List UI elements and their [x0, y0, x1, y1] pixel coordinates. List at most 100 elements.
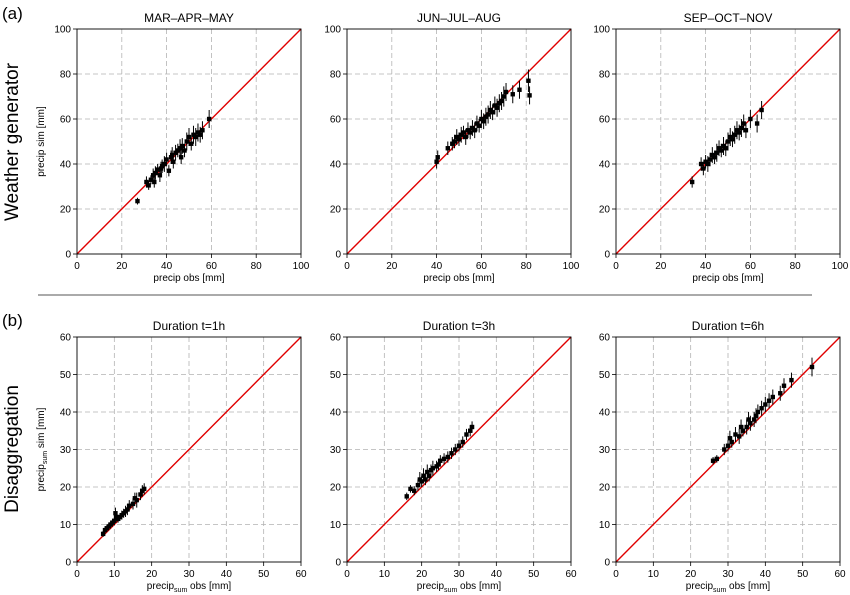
x-tick-label: 50 [258, 569, 270, 580]
data-point [178, 155, 184, 160]
data-point [503, 89, 509, 95]
data-point [146, 183, 151, 188]
data-point [703, 159, 708, 164]
y-tick-label: 30 [330, 445, 342, 456]
data-point [404, 494, 409, 499]
data-point [705, 161, 711, 167]
y-tick-label: 20 [60, 205, 72, 216]
data-point [743, 128, 749, 133]
data-point [778, 391, 783, 396]
data-point [497, 101, 502, 106]
data-point [135, 198, 140, 204]
data-point [166, 168, 172, 173]
data-point [714, 456, 719, 462]
y-tick-label: 30 [599, 445, 611, 456]
y-tick-label: 0 [335, 250, 341, 261]
data-point [734, 128, 740, 133]
data-point [710, 458, 716, 463]
data-point [159, 164, 165, 169]
data-point [748, 421, 753, 426]
y-axis-label: precipsum sim [mm] [36, 407, 49, 491]
x-tick-label: 100 [293, 261, 310, 272]
data-point [725, 139, 731, 144]
data-point [754, 121, 760, 126]
x-tick-label: 40 [161, 261, 173, 272]
data-point [113, 511, 118, 516]
data-point [454, 134, 459, 140]
data-point [476, 123, 482, 128]
data-point [741, 121, 746, 126]
data-point [170, 152, 175, 158]
data-point [727, 436, 733, 441]
x-tick-label: 0 [74, 261, 80, 272]
chart-title: Duration t=6h [692, 319, 764, 333]
chart-panel-6: 0 10 20 30 40 50 60 0 10 20 30 40 50 60 Duration t=6h p… [599, 319, 846, 594]
data-point [182, 148, 187, 153]
data-point [490, 110, 495, 115]
data-point [712, 155, 717, 160]
data-point [474, 121, 480, 126]
data-point [483, 114, 489, 119]
y-tick-label: 0 [604, 558, 610, 569]
y-tick-label: 50 [60, 370, 72, 381]
plot-frame [615, 28, 841, 255]
data-point [456, 137, 462, 142]
x-axis-label: precip obs [mm] [692, 273, 763, 284]
x-tick-label: 0 [74, 569, 80, 580]
chart-title: MAR–APR–MAY [144, 11, 234, 25]
x-tick-label: 100 [832, 261, 849, 272]
y-tick-label: 80 [599, 70, 611, 81]
data-point [499, 98, 504, 104]
data-point [729, 439, 734, 445]
data-point [415, 482, 421, 488]
data-point [171, 159, 176, 164]
data-point [481, 119, 486, 124]
y-tick-label: 20 [330, 205, 342, 216]
x-axis-label: precipsum obs [mm] [147, 581, 232, 594]
y-tick-label: 40 [599, 408, 611, 419]
data-point [746, 417, 751, 422]
x-tick-label: 20 [416, 569, 428, 580]
y-tick-label: 80 [330, 70, 342, 81]
data-point [421, 473, 426, 478]
data-point [423, 477, 428, 482]
data-point [733, 432, 738, 437]
data-point [438, 458, 443, 463]
x-tick-label: 60 [565, 569, 577, 580]
x-tick-label: 20 [685, 569, 697, 580]
data-point [710, 152, 715, 158]
y-tick-label: 20 [60, 483, 72, 494]
data-point [148, 177, 154, 182]
data-point [125, 507, 130, 512]
data-point [158, 166, 164, 171]
data-point [479, 116, 484, 122]
data-point [766, 398, 772, 403]
plot-frame [346, 28, 572, 255]
chart-panel-3: 0 20 40 60 80 100 0 20 40 60 80 100 SEP–OCT–NOV preci… [593, 11, 848, 284]
data-point [459, 132, 464, 137]
data-point [751, 417, 757, 422]
y-axis-label: precip sim [mm] [36, 106, 47, 177]
data-point [526, 78, 531, 83]
data-point [753, 413, 759, 418]
x-axis-label: precipsum obs [mm] [686, 581, 771, 594]
data-point [153, 170, 158, 176]
data-point [763, 402, 768, 407]
x-tick-label: 40 [760, 569, 772, 580]
x-tick-label: 10 [379, 569, 391, 580]
y-tick-label: 40 [330, 408, 342, 419]
x-axis-label: precipsum obs [mm] [417, 581, 502, 594]
data-point [728, 134, 733, 140]
x-tick-label: 80 [521, 261, 533, 272]
data-point [426, 473, 432, 478]
data-point [755, 409, 761, 415]
x-tick-label: 60 [745, 261, 757, 272]
x-tick-label: 0 [344, 261, 350, 272]
data-point [472, 128, 477, 133]
data-point [434, 159, 439, 164]
data-point [189, 141, 194, 146]
data-point [453, 447, 458, 452]
data-point [470, 125, 475, 131]
data-point [175, 148, 180, 153]
